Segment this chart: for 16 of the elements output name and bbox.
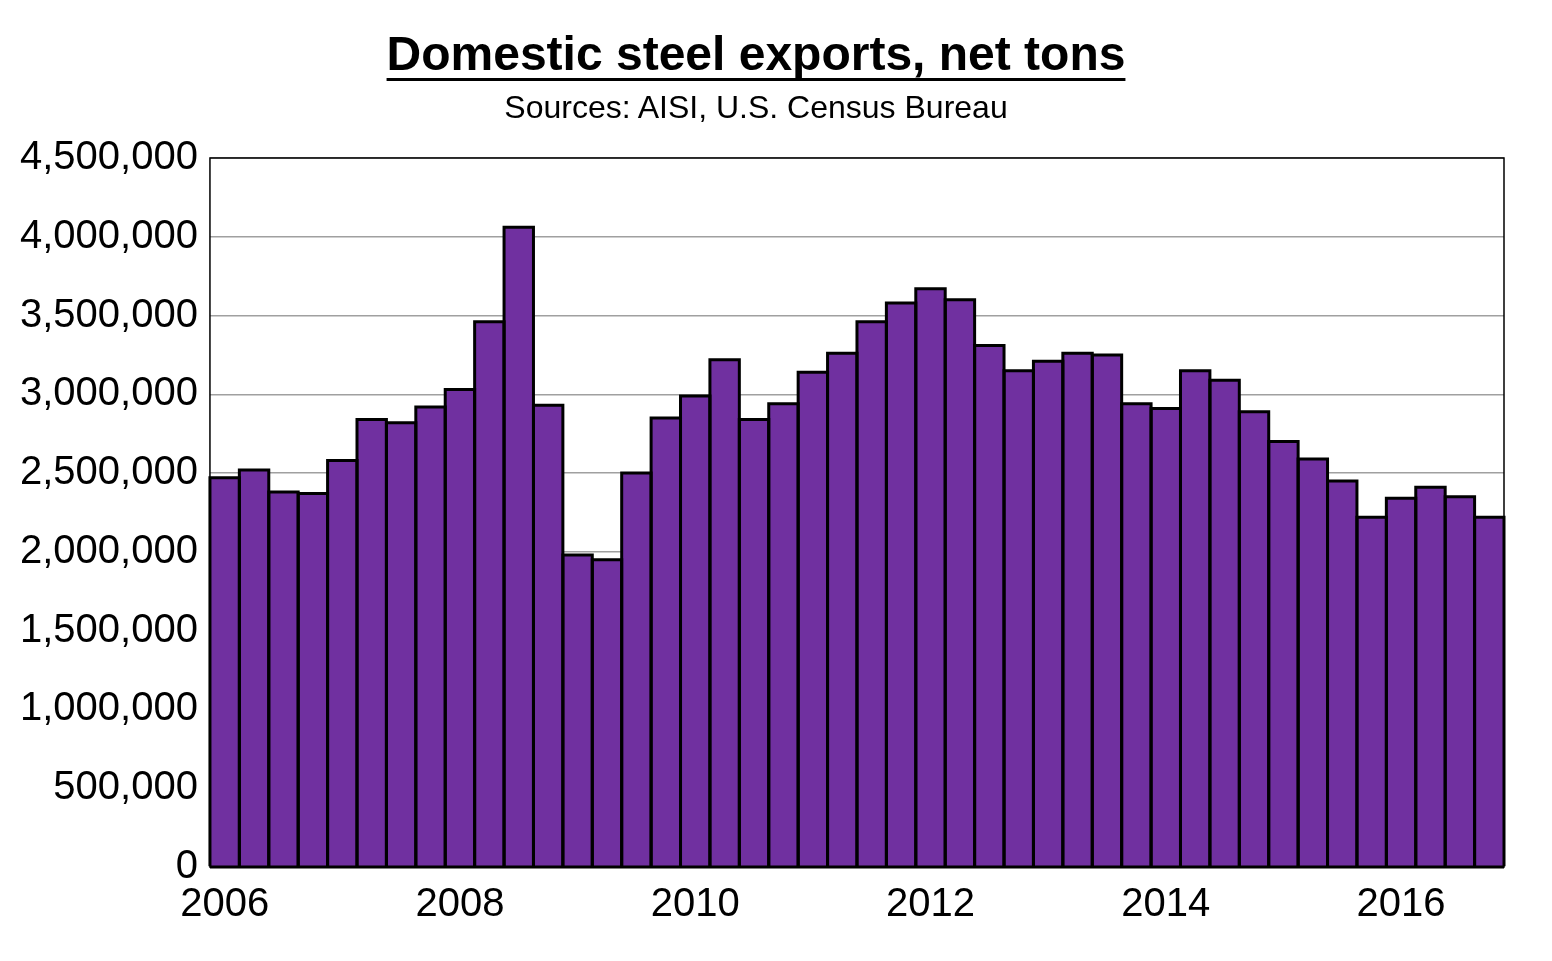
x-tick-label: 2012 bbox=[886, 880, 975, 925]
y-tick-label: 2,000,000 bbox=[20, 526, 198, 571]
x-tick-label: 2010 bbox=[650, 880, 740, 925]
y-tick-label: 4,000,000 bbox=[20, 211, 198, 256]
x-tick-label: 2014 bbox=[1121, 880, 1211, 925]
x-tick-label: 2016 bbox=[1356, 880, 1446, 925]
y-tick-label: 2,500,000 bbox=[20, 448, 198, 493]
y-tick-label: 3,000,000 bbox=[20, 369, 198, 414]
y-tick-label: 500,000 bbox=[53, 763, 198, 808]
x-tick-label: 2008 bbox=[415, 880, 505, 925]
y-tick-label: 3,500,000 bbox=[20, 290, 198, 335]
chart-subtitle: Sources: AISI, U.S. Census Bureau bbox=[504, 88, 1008, 125]
y-tick-label: 1,000,000 bbox=[20, 684, 198, 729]
y-tick-label: 4,500,000 bbox=[20, 133, 198, 178]
y-tick-label: 1,500,000 bbox=[20, 605, 198, 650]
chart-title: Domestic steel exports, net tons bbox=[386, 27, 1126, 81]
